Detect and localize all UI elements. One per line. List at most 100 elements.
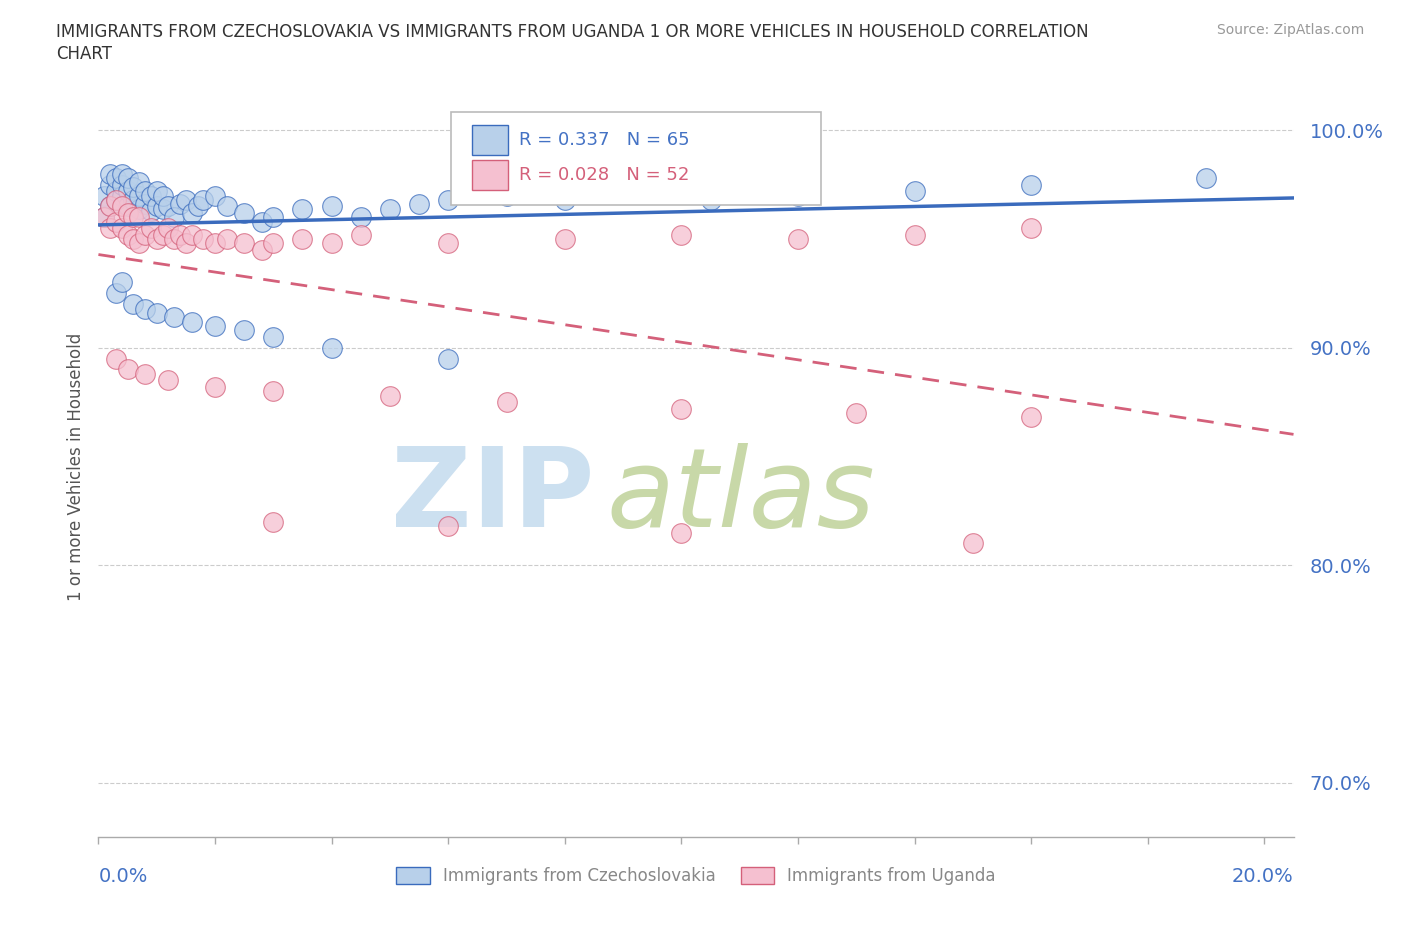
Point — [157, 220, 180, 235]
Point — [128, 210, 150, 225]
Point — [495, 394, 517, 409]
Point — [186, 199, 208, 214]
Point — [233, 323, 256, 338]
Point — [104, 286, 127, 300]
Point — [787, 188, 810, 203]
Point — [204, 188, 226, 203]
Point — [122, 210, 145, 225]
Point — [350, 210, 373, 225]
Point — [128, 201, 150, 216]
Point — [671, 401, 693, 416]
Text: R = 0.028   N = 52: R = 0.028 N = 52 — [519, 166, 689, 184]
Point — [128, 188, 150, 203]
Point — [378, 201, 401, 216]
Point — [117, 362, 139, 377]
Point — [262, 236, 284, 251]
Point — [157, 373, 180, 388]
Point — [134, 366, 156, 381]
Point — [122, 193, 145, 207]
Point — [128, 236, 150, 251]
Point — [117, 206, 139, 220]
Point — [145, 199, 167, 214]
Point — [250, 214, 273, 229]
Point — [134, 184, 156, 199]
Point — [671, 227, 693, 242]
Point — [111, 199, 134, 214]
Point — [134, 197, 156, 212]
Legend: Immigrants from Czechoslovakia, Immigrants from Uganda: Immigrants from Czechoslovakia, Immigran… — [389, 860, 1002, 892]
Point — [699, 193, 721, 207]
Point — [163, 310, 186, 325]
Point — [233, 206, 256, 220]
Point — [111, 166, 134, 181]
Point — [157, 199, 180, 214]
Point — [291, 201, 314, 216]
Point — [554, 232, 576, 246]
Text: Source: ZipAtlas.com: Source: ZipAtlas.com — [1216, 23, 1364, 37]
Point — [215, 199, 238, 214]
Point — [145, 184, 167, 199]
Point — [350, 227, 373, 242]
Point — [903, 184, 925, 199]
Point — [93, 188, 115, 203]
Point — [1019, 178, 1042, 193]
Point — [104, 193, 127, 207]
Point — [204, 319, 226, 334]
Point — [437, 236, 460, 251]
Point — [215, 232, 238, 246]
Point — [321, 340, 343, 355]
Point — [787, 232, 810, 246]
Point — [378, 388, 401, 403]
Point — [145, 232, 167, 246]
Point — [169, 227, 191, 242]
Point — [554, 193, 576, 207]
Point — [1195, 171, 1218, 186]
Point — [128, 175, 150, 190]
Point — [321, 199, 343, 214]
Point — [321, 236, 343, 251]
Point — [111, 188, 134, 203]
Text: 0.0%: 0.0% — [98, 867, 148, 885]
Point — [104, 193, 127, 207]
Point — [163, 232, 186, 246]
Point — [139, 204, 162, 219]
Text: atlas: atlas — [606, 444, 875, 551]
Point — [262, 329, 284, 344]
Point — [134, 301, 156, 316]
Point — [111, 178, 134, 193]
Text: 20.0%: 20.0% — [1232, 867, 1294, 885]
Text: R = 0.337   N = 65: R = 0.337 N = 65 — [519, 131, 690, 149]
Point — [845, 405, 868, 420]
Point — [1019, 220, 1042, 235]
Point — [152, 227, 174, 242]
Point — [152, 201, 174, 216]
Point — [262, 514, 284, 529]
Point — [180, 314, 202, 329]
Point — [204, 379, 226, 394]
Point — [117, 184, 139, 199]
Point — [98, 178, 121, 193]
Point — [612, 184, 634, 199]
Point — [180, 227, 202, 242]
Point — [104, 171, 127, 186]
Point — [437, 193, 460, 207]
Point — [671, 525, 693, 540]
Point — [250, 243, 273, 258]
Point — [962, 536, 984, 551]
Point — [903, 227, 925, 242]
Point — [163, 210, 186, 225]
Y-axis label: 1 or more Vehicles in Household: 1 or more Vehicles in Household — [66, 333, 84, 602]
Point — [98, 199, 121, 214]
Point — [134, 227, 156, 242]
Point — [233, 236, 256, 251]
Point — [139, 220, 162, 235]
Point — [117, 171, 139, 186]
Text: ZIP: ZIP — [391, 444, 595, 551]
Point — [139, 188, 162, 203]
Text: IMMIGRANTS FROM CZECHOSLOVAKIA VS IMMIGRANTS FROM UGANDA 1 OR MORE VEHICLES IN H: IMMIGRANTS FROM CZECHOSLOVAKIA VS IMMIGR… — [56, 23, 1088, 41]
Point — [193, 193, 215, 207]
Point — [174, 193, 197, 207]
Point — [180, 206, 202, 220]
Point — [174, 236, 197, 251]
Point — [104, 214, 127, 229]
